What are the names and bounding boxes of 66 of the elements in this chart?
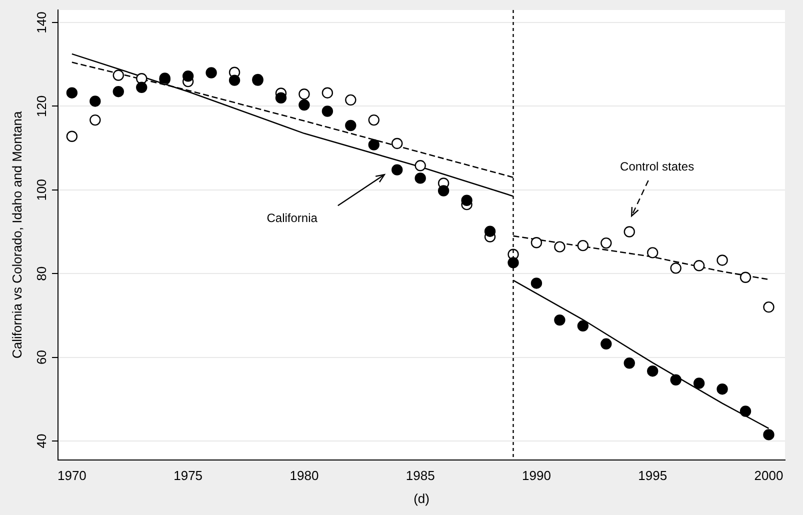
- point: [624, 358, 635, 369]
- point: [392, 138, 403, 150]
- point: [647, 247, 658, 258]
- point: [577, 320, 589, 332]
- point: [438, 185, 450, 196]
- annotation: Control states: [620, 160, 694, 174]
- point: [763, 301, 774, 313]
- point: [716, 254, 728, 266]
- point: [136, 82, 148, 94]
- point: [298, 99, 310, 111]
- point: [740, 406, 752, 417]
- point: [624, 226, 635, 238]
- point: [461, 194, 472, 206]
- point: [670, 374, 682, 386]
- point: [600, 338, 612, 350]
- point: [322, 106, 334, 117]
- y-tick-label: 120: [34, 95, 50, 118]
- point: [763, 429, 774, 440]
- point: [90, 114, 101, 126]
- x-tick-label: 1995: [638, 468, 668, 484]
- point: [530, 278, 542, 289]
- point: [112, 86, 124, 98]
- x-tick-label: 1990: [522, 468, 551, 484]
- x-tick-label: 1970: [57, 468, 86, 484]
- point: [554, 241, 566, 252]
- point: [66, 87, 78, 98]
- x-axis-title: (d): [414, 490, 430, 506]
- point: [740, 272, 752, 283]
- x-tick-label: 1980: [290, 468, 319, 484]
- point: [647, 365, 658, 377]
- y-tick-label: 100: [34, 179, 50, 201]
- point: [90, 96, 101, 107]
- point: [368, 139, 380, 150]
- x-tick-label: 1985: [406, 468, 435, 484]
- point: [368, 114, 380, 126]
- point: [66, 130, 78, 142]
- point: [206, 67, 217, 78]
- point: [716, 383, 728, 395]
- point: [530, 237, 542, 248]
- y-tick-label: 80: [34, 266, 50, 281]
- point: [670, 262, 682, 274]
- annotation: California: [266, 211, 318, 226]
- point: [508, 257, 519, 268]
- point: [693, 378, 705, 389]
- point: [392, 164, 403, 176]
- point: [182, 70, 194, 82]
- point: [693, 260, 705, 272]
- point: [414, 172, 426, 184]
- point: [298, 88, 310, 100]
- y-tick-label: 60: [34, 350, 50, 365]
- y-axis-title: California vs Colorado, Idaho and Montana: [9, 110, 24, 358]
- point: [322, 87, 334, 98]
- point: [554, 314, 566, 326]
- point: [228, 74, 240, 86]
- x-tick-label: 1975: [174, 468, 203, 484]
- y-tick-label: 40: [34, 434, 50, 448]
- point: [414, 160, 426, 172]
- point: [345, 120, 356, 132]
- point: [577, 240, 589, 252]
- point: [112, 70, 124, 81]
- point: [345, 94, 356, 106]
- point: [275, 92, 287, 104]
- y-tick-label: 140: [34, 12, 50, 34]
- point: [600, 237, 612, 249]
- point: [484, 226, 496, 237]
- x-tick-label: 2000: [754, 468, 784, 484]
